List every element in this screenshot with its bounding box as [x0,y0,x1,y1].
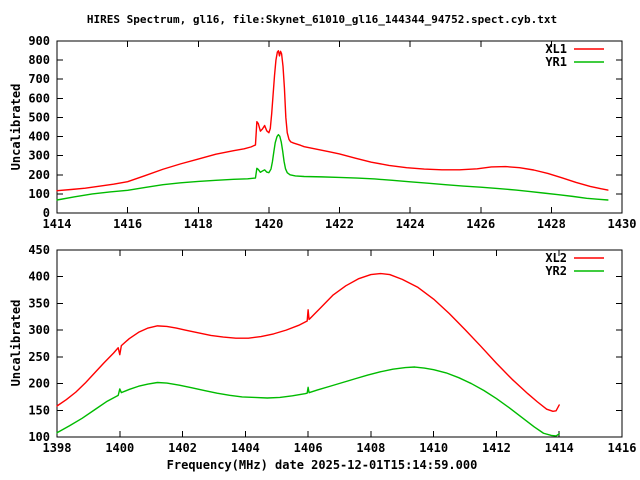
x-tick-label: 1400 [105,441,134,455]
x-tick-label: 1424 [396,217,425,231]
legend-label-XL1: XL1 [545,42,567,56]
x-tick-label: 1412 [482,441,511,455]
x-tick-label: 1408 [356,441,385,455]
series-line-XL2 [56,272,560,413]
x-tick-label: 1420 [254,217,283,231]
y-tick-label: 150 [28,403,50,417]
plot-border-1 [56,249,623,438]
x-tick-label: 1418 [184,217,213,231]
y-tick-label: 0 [43,206,50,220]
y-tick-label: 450 [28,243,50,257]
x-axis-label: Frequency(MHz) date 2025-12-01T15:14:59.… [166,458,478,472]
y-tick-label: 350 [28,296,50,310]
y-tick-label: 100 [28,430,50,444]
x-tick-label: 1422 [325,217,354,231]
y-tick-label: 100 [28,187,50,201]
x-tick-label: 1406 [294,441,323,455]
series-line-YR2 [56,366,560,437]
y-tick-label: 400 [28,130,50,144]
x-tick-label: 1410 [419,441,448,455]
legend-label-XL2: XL2 [545,251,567,265]
x-tick-label: 1414 [43,217,72,231]
series-line-XL1 [56,50,609,192]
y-tick-label: 250 [28,350,50,364]
x-tick-label: 1414 [545,441,574,455]
y-tick-label: 200 [28,377,50,391]
x-tick-label: 1398 [43,441,72,455]
y-tick-label: 300 [28,323,50,337]
x-tick-label: 1402 [168,441,197,455]
legend-label-YR1: YR1 [545,55,567,69]
plot-border-0 [56,40,623,214]
x-tick-label: 1404 [231,441,260,455]
x-tick-label: 1428 [537,217,566,231]
y-tick-label: 700 [28,72,50,86]
y-tick-label: 400 [28,270,50,284]
y-tick-label: 800 [28,53,50,67]
y-tick-label: 300 [28,149,50,163]
y-tick-label: 200 [28,168,50,182]
y-tick-label: 600 [28,91,50,105]
x-tick-label: 1430 [608,217,637,231]
x-tick-label: 1416 [608,441,637,455]
y-tick-label: 900 [28,34,50,48]
series-line-YR1 [56,133,609,201]
x-tick-label: 1426 [466,217,495,231]
y-tick-label: 500 [28,110,50,124]
x-tick-label: 1416 [113,217,142,231]
chart-title: HIRES Spectrum, gl16, file:Skynet_61010_… [86,13,558,26]
legend-label-YR2: YR2 [545,264,567,278]
